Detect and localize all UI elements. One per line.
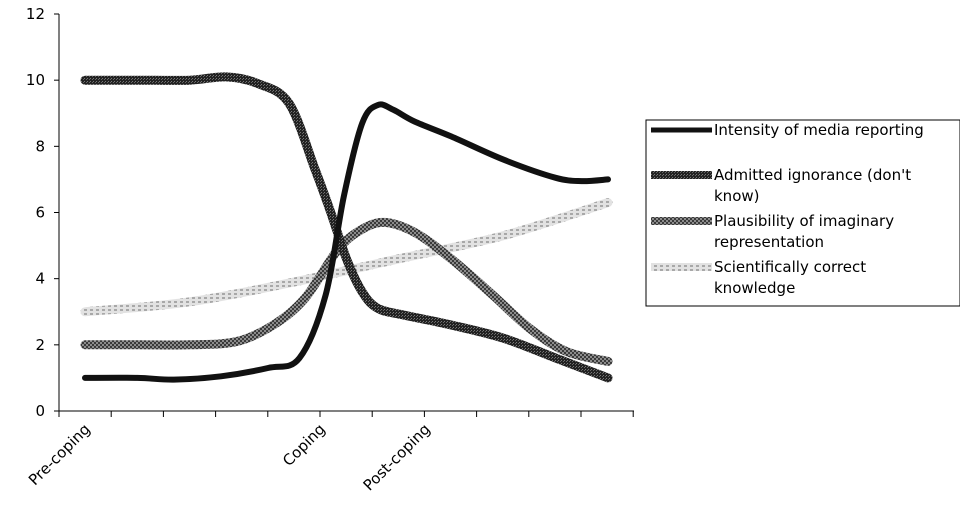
y-tick-label: 12 [26, 5, 45, 23]
x-category-label: Post-coping [360, 420, 434, 494]
legend-label-1: Intensity of media reporting [714, 121, 924, 139]
series-line-1 [82, 101, 611, 383]
legend-box [645, 119, 960, 307]
y-tick-label: 2 [35, 336, 45, 354]
legend-label-2: Admitted ignorance (don't know) [714, 166, 911, 205]
y-tick-label: 10 [26, 71, 45, 89]
y-tick-label: 6 [35, 204, 45, 222]
y-tick-label: 0 [35, 402, 45, 420]
y-tick-label: 8 [35, 137, 45, 155]
legend-label-4: Scientifically correct knowledge [714, 258, 866, 297]
legend-label-3: Plausibility of imaginary representation [714, 212, 894, 251]
x-category-label: Coping [279, 420, 329, 470]
x-category-label: Pre-coping [25, 420, 94, 489]
series-line-3 [80, 217, 613, 366]
series-layer [80, 72, 613, 383]
y-tick-label: 4 [35, 270, 45, 288]
legend: Intensity of media reporting Admitted ign… [645, 119, 960, 307]
